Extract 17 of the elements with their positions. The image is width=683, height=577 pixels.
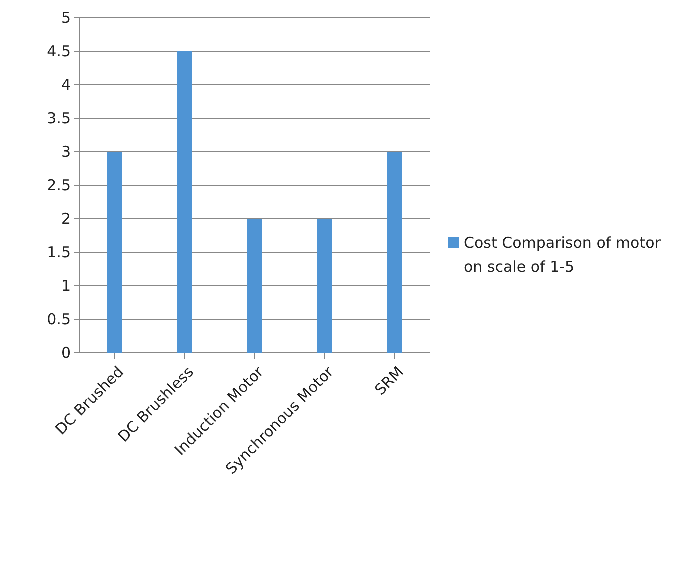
y-tick-label: 2: [61, 210, 71, 228]
y-tick-label: 4: [61, 76, 71, 94]
bar: [318, 219, 332, 353]
bar: [108, 152, 122, 353]
y-tick-label: 0: [61, 344, 71, 362]
y-tick-label: 1: [61, 276, 71, 295]
legend-label: Cost Comparison of motor on scale of 1-5: [464, 234, 662, 276]
y-tick-label: 3.5: [47, 109, 71, 128]
y-tick-label: 1.5: [47, 243, 71, 262]
y-tick-label: 4.5: [47, 42, 71, 60]
y-tick-label: 5: [61, 8, 71, 27]
y-tick-label: 3: [61, 142, 71, 161]
bar: [248, 219, 262, 353]
bar: [178, 52, 192, 353]
y-tick-label: 2.5: [47, 176, 71, 194]
y-tick-label: 0.5: [47, 310, 71, 328]
bar: [388, 152, 402, 353]
